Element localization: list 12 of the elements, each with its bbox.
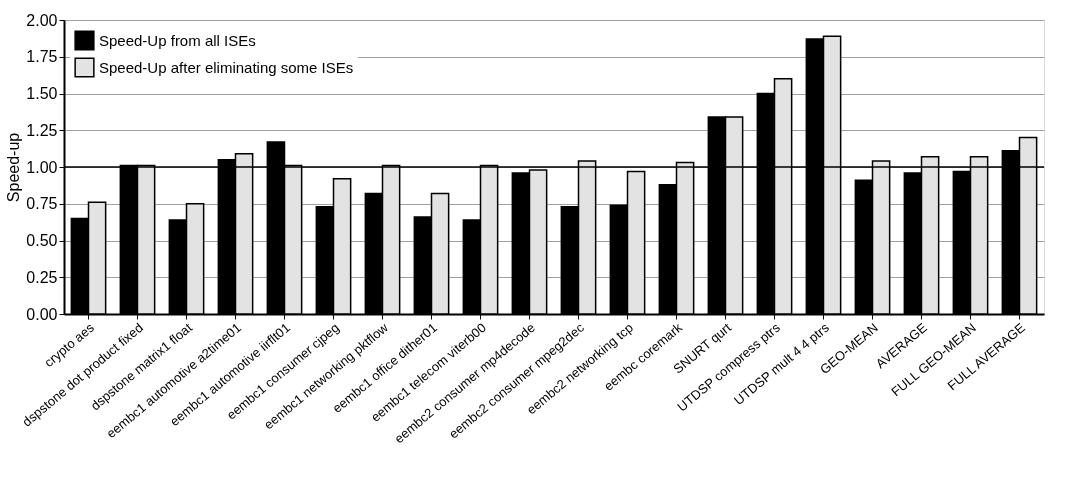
y-axis-title: Speed-up [5,132,23,203]
legend-label: Speed-Up after eliminating some ISEs [99,58,354,76]
y-tick-label: 0.50 [26,232,58,249]
y-tick-label: 1.50 [26,85,58,102]
y-tick-label: 0.75 [26,195,58,213]
y-tick-label: 2.00 [26,11,58,29]
y-tick-label: 0.25 [26,268,58,286]
y-tick-label: 1.25 [26,121,58,139]
y-tick-label: 1.00 [26,158,58,176]
y-tick-label: 0.00 [26,305,58,323]
y-tick-label: 1.75 [26,48,58,66]
legend-label: Speed-Up from all ISEs [99,31,256,49]
